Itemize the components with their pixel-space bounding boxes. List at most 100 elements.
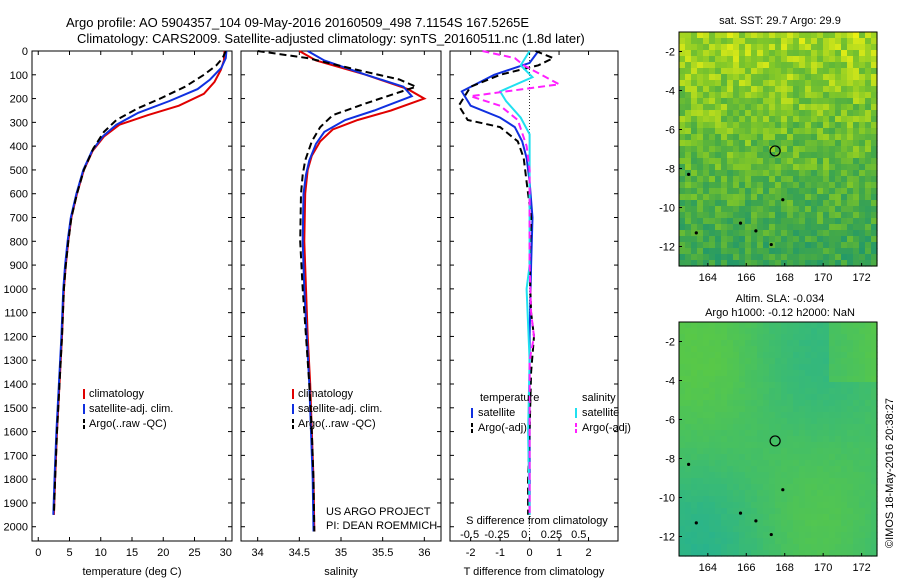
map-cell: [733, 358, 740, 365]
map-cell: [775, 346, 782, 353]
map-cell: [769, 236, 776, 243]
map-cell: [793, 44, 800, 51]
map-cell: [763, 134, 770, 141]
map-cell: [799, 514, 806, 521]
map-cell: [709, 502, 716, 509]
map-cell: [739, 406, 746, 413]
map-cell: [829, 218, 836, 225]
map-cell: [715, 508, 722, 515]
map-cell: [691, 92, 698, 99]
map-cell: [817, 242, 824, 249]
map-cell: [781, 382, 788, 389]
map-cell: [751, 74, 758, 81]
map-cell: [715, 388, 722, 395]
map-cell: [781, 340, 788, 347]
map-cell: [835, 164, 842, 171]
map-cell: [781, 68, 788, 75]
map-cell: [769, 98, 776, 105]
map-cell: [841, 158, 848, 165]
map-cell: [727, 340, 734, 347]
map-cell: [721, 538, 728, 545]
map-cell: [859, 74, 866, 81]
map-cell: [781, 424, 788, 431]
map-cell: [715, 472, 722, 479]
map-cell: [703, 122, 710, 129]
map-cell: [757, 340, 764, 347]
map-cell: [709, 212, 716, 219]
map-cell: [817, 56, 824, 63]
map-cell: [799, 62, 806, 69]
map-cell: [679, 334, 686, 341]
map-cell: [685, 478, 692, 485]
map-cell: [853, 128, 860, 135]
map-cell: [733, 56, 740, 63]
map-cell: [727, 406, 734, 413]
map-cell: [697, 248, 704, 255]
map-cell: [823, 544, 830, 551]
map-cell: [721, 472, 728, 479]
map-cell: [811, 86, 818, 93]
map-cell: [805, 424, 812, 431]
map-cell: [751, 206, 758, 213]
map-cell: [691, 370, 698, 377]
map-cell: [823, 382, 830, 389]
map-cell: [823, 98, 830, 105]
map-cell: [721, 92, 728, 99]
map-cell: [793, 98, 800, 105]
map-cell: [865, 176, 872, 183]
map-cell: [775, 364, 782, 371]
map-cell: [775, 68, 782, 75]
map-cell: [781, 74, 788, 81]
map-cell: [769, 478, 776, 485]
map-cell: [817, 388, 824, 395]
map-cell: [727, 110, 734, 117]
map-cell: [709, 128, 716, 135]
map-cell: [799, 418, 806, 425]
map-cell: [763, 188, 770, 195]
map-cell: [841, 56, 848, 63]
map-cell: [721, 382, 728, 389]
map-cell: [703, 370, 710, 377]
map-cell: [751, 104, 758, 111]
map-cell: [811, 424, 818, 431]
map-cell: [793, 152, 800, 159]
map-cell: [697, 44, 704, 51]
map-cell: [823, 466, 830, 473]
map-cell: [733, 122, 740, 129]
map-cell: [829, 38, 836, 45]
map-cell: [697, 382, 704, 389]
map-cell: [805, 454, 812, 461]
map-cell: [841, 370, 848, 377]
map-cell: [757, 328, 764, 335]
y-tick-label: -6: [665, 415, 675, 427]
map-cell: [787, 514, 794, 521]
map-cell: [793, 460, 800, 467]
map-cell: [709, 496, 716, 503]
map-cell: [817, 544, 824, 551]
map-cell: [763, 424, 770, 431]
map-cell: [769, 116, 776, 123]
map-cell: [811, 104, 818, 111]
map-cell: [775, 496, 782, 503]
map-cell: [739, 146, 746, 153]
map-cell: [775, 478, 782, 485]
map-cell: [745, 158, 752, 165]
map-cell: [757, 134, 764, 141]
map-cell: [763, 340, 770, 347]
map-cell: [799, 182, 806, 189]
map-cell: [709, 56, 716, 63]
map-cell: [775, 194, 782, 201]
map-cell: [865, 538, 872, 545]
map-cell: [679, 224, 686, 231]
map-cell: [871, 242, 878, 249]
map-cell: [727, 394, 734, 401]
map-cell: [757, 56, 764, 63]
map-cell: [733, 364, 740, 371]
map-cell: [835, 490, 842, 497]
map-cell: [745, 248, 752, 255]
map-cell: [859, 56, 866, 63]
map-cell: [691, 50, 698, 57]
map-cell: [871, 550, 878, 557]
map-cell: [787, 382, 794, 389]
map-cell: [679, 406, 686, 413]
